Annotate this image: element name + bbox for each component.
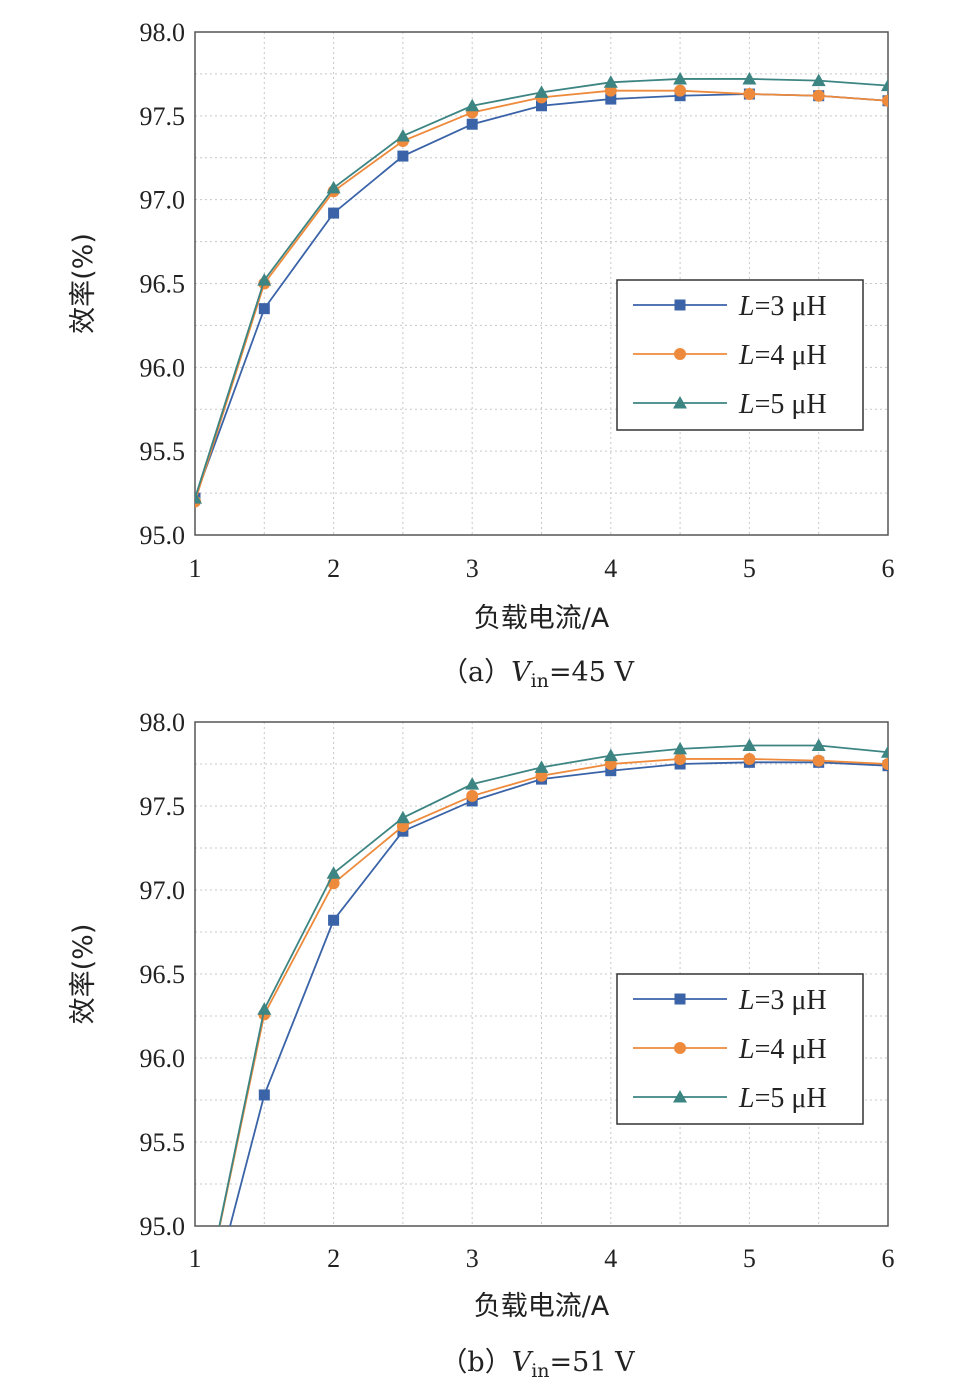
data-point-L5 (811, 738, 826, 752)
y-tick-label: 97.0 (140, 186, 186, 215)
chart-panel-1: 1 2 3 4 5 6 95.0 95.5 96.0 96.5 97.0 97.5 98.0 负载电流/A… (68, 18, 895, 692)
data-point-L4 (882, 758, 888, 770)
data-point-L3 (397, 150, 409, 162)
legend-entry: L=5 μH (738, 1083, 827, 1114)
data-point-L5 (742, 71, 757, 85)
y-tick-label: 96.5 (140, 960, 186, 989)
data-point-L5 (811, 73, 826, 87)
x-tick-label: 1 (189, 1244, 202, 1273)
legend-marker (674, 1042, 686, 1054)
y-axis-label: 效率(%) (68, 924, 99, 1025)
x-tick-label: 4 (604, 1244, 617, 1273)
x-axis-label: 负载电流/A (474, 1291, 610, 1322)
data-point-L4 (674, 84, 687, 97)
data-point-L5 (326, 866, 341, 879)
data-point-L4 (674, 752, 687, 765)
legend-marker (674, 993, 686, 1005)
panel-caption: （b）Vin=51 V (440, 1347, 635, 1382)
x-tick-label: 6 (882, 554, 895, 583)
x-axis-label: 负载电流/A (474, 603, 610, 634)
data-point-L4 (812, 89, 825, 102)
legend-entry: L=3 μH (738, 291, 827, 322)
y-tick-label: 95.0 (140, 1212, 186, 1241)
data-point-L5 (881, 78, 888, 92)
y-tick-label: 97.5 (140, 102, 186, 131)
plot-frame (194, 721, 889, 1227)
data-point-L5 (881, 745, 888, 758)
data-point-L4 (466, 789, 479, 802)
data-point-L3 (466, 118, 478, 130)
legend-entry: L=3 μH (738, 985, 827, 1016)
data-point-L4 (882, 94, 888, 107)
data-point-L3 (536, 100, 547, 112)
data-point-L5 (326, 180, 341, 194)
data-point-L5 (673, 71, 688, 85)
legend: L=3 μH L=4 μH L=5 μH (616, 279, 864, 431)
legend-marker (673, 396, 687, 409)
data-point-L3 (328, 914, 340, 926)
data-point-L5 (257, 1002, 272, 1015)
y-tick-label: 98.0 (140, 708, 186, 737)
data-point-L5 (195, 491, 202, 504)
data-point-L5 (188, 1337, 202, 1350)
legend-marker (674, 299, 686, 311)
data-point-L5 (395, 128, 410, 142)
series-group (188, 738, 888, 1366)
y-tick-label: 95.5 (140, 1128, 186, 1157)
x-tick-label: 5 (743, 1244, 756, 1273)
legend-entry: L=4 μH (738, 1034, 827, 1065)
x-tick-label: 2 (327, 554, 340, 583)
y-tick-label: 97.5 (140, 792, 186, 821)
data-point-L4 (812, 754, 825, 767)
x-tick-label: 2 (327, 1244, 340, 1273)
data-point-L5 (257, 273, 272, 286)
y-tick-label: 96.5 (140, 270, 186, 299)
legend-entry: L=5 μH (738, 389, 827, 420)
legend-marker (674, 348, 686, 360)
y-tick-label: 97.0 (140, 876, 186, 905)
data-point-L5 (673, 741, 688, 755)
data-point-L3 (190, 1355, 201, 1366)
panel-caption: （a）Vin=45 V (441, 657, 634, 692)
data-point-L3 (605, 765, 617, 777)
x-tick-label: 1 (189, 554, 202, 583)
data-point-L4 (189, 1338, 201, 1350)
data-point-L3 (258, 1089, 270, 1101)
data-point-L4 (743, 88, 756, 101)
y-tick-label: 96.0 (140, 353, 186, 382)
x-tick-label: 3 (466, 1244, 479, 1273)
data-point-L5 (742, 738, 757, 752)
x-tick-label: 6 (882, 1244, 895, 1273)
x-tick-label: 4 (604, 554, 617, 583)
chart-panel-2: 1 2 3 4 5 6 95.0 95.5 96.0 96.5 97.0 97.5 98.0 负载电流/A… (68, 708, 895, 1382)
data-point-L3 (328, 207, 340, 219)
x-tick-label: 5 (743, 554, 756, 583)
data-point-L3 (605, 93, 617, 105)
data-point-L5 (465, 98, 480, 112)
y-tick-label: 98.0 (140, 18, 186, 47)
data-point-L5 (534, 85, 549, 98)
data-point-L3 (258, 303, 270, 315)
legend-entry: L=4 μH (738, 340, 827, 371)
y-tick-label: 96.0 (140, 1044, 186, 1073)
series-group (195, 71, 888, 508)
data-point-L5 (395, 810, 410, 824)
y-tick-label: 95.0 (140, 521, 186, 550)
data-point-L5 (603, 75, 618, 88)
legend-marker (673, 1090, 687, 1103)
x-tick-label: 3 (466, 554, 479, 583)
legend: L=3 μH L=4 μH L=5 μH (616, 973, 864, 1125)
y-axis-label: 效率(%) (68, 233, 99, 334)
data-point-L5 (465, 777, 480, 790)
data-point-L5 (534, 760, 549, 773)
y-tick-label: 95.5 (140, 437, 186, 466)
data-point-L4 (743, 752, 756, 765)
data-point-L5 (603, 748, 618, 762)
plot-frame (194, 31, 889, 536)
